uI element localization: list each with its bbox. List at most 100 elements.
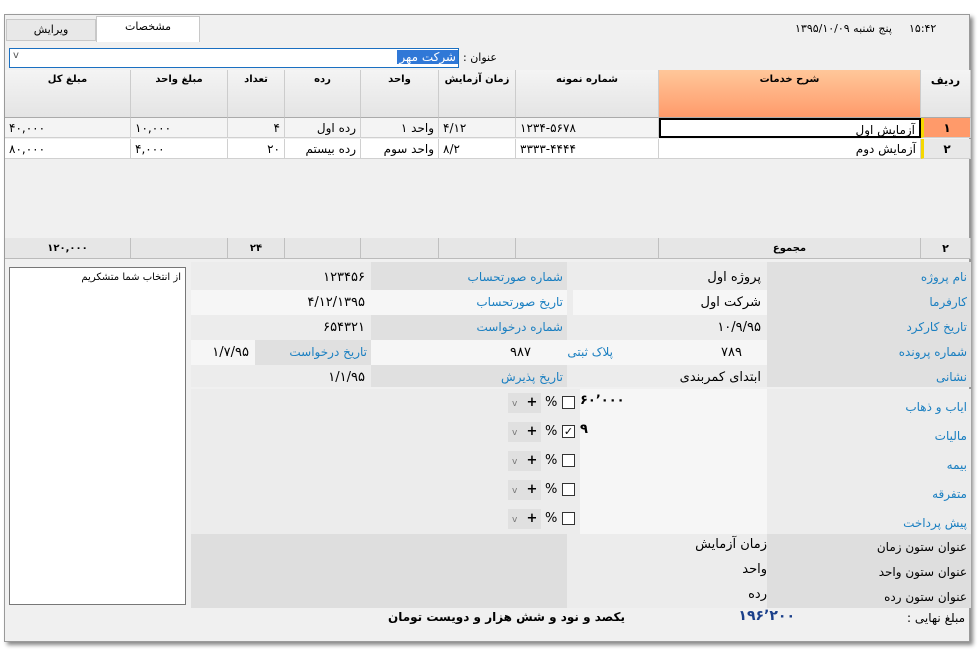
- charges-values: [580, 389, 767, 534]
- cell-row-number[interactable]: ۱: [921, 118, 971, 138]
- invoice-no-label: شماره صورتحساب: [467, 270, 563, 284]
- project-name-value[interactable]: پروژه اول: [707, 270, 761, 285]
- time-column-title-label: عنوان ستون زمان: [876, 540, 967, 554]
- employer-value[interactable]: شرکت اول: [573, 290, 767, 315]
- label-column: [371, 262, 567, 387]
- cell-grade[interactable]: رده بیستم: [285, 139, 361, 159]
- footer-cell: [361, 238, 439, 259]
- notes-textarea[interactable]: از انتخاب شما متشکریم: [9, 267, 186, 605]
- percent-label: %: [545, 511, 558, 526]
- col-unit[interactable]: واحد: [361, 70, 439, 118]
- charge-checkbox[interactable]: [562, 396, 575, 409]
- col-time[interactable]: زمان آزمایش: [439, 70, 516, 118]
- request-no-label: شماره درخواست: [476, 320, 563, 334]
- charge-type-dropdown[interactable]: v +: [508, 451, 541, 471]
- grade-column-title-label: عنوان ستون رده: [884, 590, 967, 604]
- title-combobox[interactable]: v شرکت مهر: [9, 48, 459, 68]
- cell-unit[interactable]: واحد ۱: [361, 118, 439, 138]
- plate-value[interactable]: ۹۸۷: [371, 340, 537, 365]
- charge-type-dropdown[interactable]: v +: [508, 422, 541, 442]
- address-value[interactable]: ابتدای کمربندی: [679, 370, 761, 385]
- title-value[interactable]: شرکت مهر: [397, 50, 458, 64]
- chevron-down-icon: v: [512, 399, 518, 409]
- footer-count: ۲: [921, 238, 971, 259]
- grade-column-title-value[interactable]: رده: [748, 587, 767, 602]
- charge-type-dropdown[interactable]: v +: [508, 480, 541, 500]
- footer-total: ۱۲۰,۰۰۰: [5, 238, 131, 259]
- title-label: عنوان :: [463, 51, 497, 64]
- work-date-value[interactable]: ۱۰/۹/۹۵: [717, 320, 761, 335]
- footer-cell: [439, 238, 516, 259]
- chevron-down-icon: v: [512, 457, 518, 467]
- unit-column-title-value[interactable]: واحد: [742, 562, 767, 577]
- request-date-value[interactable]: ۱/۷/۹۵: [191, 340, 255, 365]
- unit-column-title-label: عنوان ستون واحد: [878, 565, 967, 579]
- time-label: ۱۵:۴۲: [909, 22, 937, 35]
- employer-label: کارفرما: [929, 295, 967, 309]
- charge-checkbox[interactable]: [562, 483, 575, 496]
- invoice-date-value[interactable]: ۴/۱۲/۱۳۹۵: [191, 290, 371, 315]
- cell-qty[interactable]: ۴: [228, 118, 285, 138]
- cell-unit-price[interactable]: ۴,۰۰۰: [131, 139, 228, 159]
- invoice-no-value[interactable]: ۱۲۳۴۵۶: [323, 270, 365, 285]
- charge-checkbox[interactable]: ✓: [562, 425, 575, 438]
- final-amount-label: مبلغ نهایی :: [907, 611, 965, 625]
- cell-total[interactable]: ۴۰,۰۰۰: [5, 118, 131, 138]
- percent-label: %: [545, 395, 558, 410]
- cell-grade[interactable]: رده اول: [285, 118, 361, 138]
- percent-label: %: [545, 453, 558, 468]
- cell-unit[interactable]: واحد سوم: [361, 139, 439, 159]
- charge-label: مالیات: [934, 429, 967, 443]
- address-label: نشانی: [935, 370, 967, 384]
- footer-cell: [516, 238, 659, 259]
- cell-sample[interactable]: ۳۳۳۳-۴۴۴۴: [516, 139, 659, 159]
- cell-sample[interactable]: ۱۲۳۴-۵۶۷۸: [516, 118, 659, 138]
- charge-label: متفرقه: [932, 487, 967, 501]
- cell-qty[interactable]: ۲۰: [228, 139, 285, 159]
- footer-cell: [285, 238, 361, 259]
- cell-desc[interactable]: آزمایش اول: [659, 118, 921, 138]
- col-total[interactable]: مبلغ کل: [5, 70, 131, 118]
- col-sample[interactable]: شماره نمونه: [516, 70, 659, 118]
- work-date-label: تاریخ کارکرد: [906, 320, 967, 334]
- footer-cell: [131, 238, 228, 259]
- cell-time[interactable]: ۴/۱۲: [439, 118, 516, 138]
- charge-value[interactable]: ۹: [580, 422, 588, 437]
- plate-label: پلاک ثبتی: [537, 340, 617, 365]
- col-unit-price[interactable]: مبلغ واحد: [131, 70, 228, 118]
- tab-edit[interactable]: ویرایش: [6, 19, 96, 41]
- cell-time[interactable]: ۸/۲: [439, 139, 516, 159]
- charge-label: بیمه: [946, 458, 967, 472]
- plus-icon: +: [526, 482, 538, 497]
- cell-desc[interactable]: آزمایش دوم: [659, 139, 921, 159]
- date-label: پنج شنبه ۱۳۹۵/۱۰/۰۹: [795, 22, 892, 35]
- tab-specs[interactable]: مشخصات: [96, 16, 200, 42]
- cell-total[interactable]: ۸۰,۰۰۰: [5, 139, 131, 159]
- col-grade[interactable]: رده: [285, 70, 361, 118]
- col-qty[interactable]: تعداد: [228, 70, 285, 118]
- plus-icon: +: [526, 453, 538, 468]
- final-amount-value: ۱۹۶٬۲۰۰: [738, 608, 795, 624]
- final-amount-words: یکصد و نود و شش هزار و دویست تومان: [387, 610, 625, 624]
- percent-label: %: [545, 482, 558, 497]
- project-name-label: نام پروژه: [920, 270, 967, 284]
- charge-type-dropdown[interactable]: v +: [508, 393, 541, 413]
- label-column: [767, 262, 971, 387]
- charge-type-dropdown[interactable]: v +: [508, 509, 541, 529]
- footer-label: مجموع: [659, 238, 921, 259]
- time-column-title-value[interactable]: زمان آزمایش: [695, 537, 767, 552]
- cell-unit-price[interactable]: ۱۰,۰۰۰: [131, 118, 228, 138]
- cell-row-number[interactable]: ۲: [921, 139, 971, 159]
- charge-checkbox[interactable]: [562, 454, 575, 467]
- column-titles-values: [567, 534, 767, 608]
- request-no-value[interactable]: ۶۵۴۳۲۱: [323, 320, 365, 335]
- charge-label: ایاب و ذهاب: [905, 400, 967, 414]
- col-row[interactable]: ردیف: [921, 70, 971, 118]
- charge-checkbox[interactable]: [562, 512, 575, 525]
- accept-date-value[interactable]: ۱/۱/۹۵: [328, 370, 365, 385]
- chevron-down-icon: v: [512, 515, 518, 525]
- col-desc[interactable]: شرح خدمات: [659, 70, 921, 118]
- percent-label: %: [545, 424, 558, 439]
- plus-icon: +: [526, 424, 538, 439]
- charge-value[interactable]: ۶۰٬۰۰۰: [580, 393, 625, 408]
